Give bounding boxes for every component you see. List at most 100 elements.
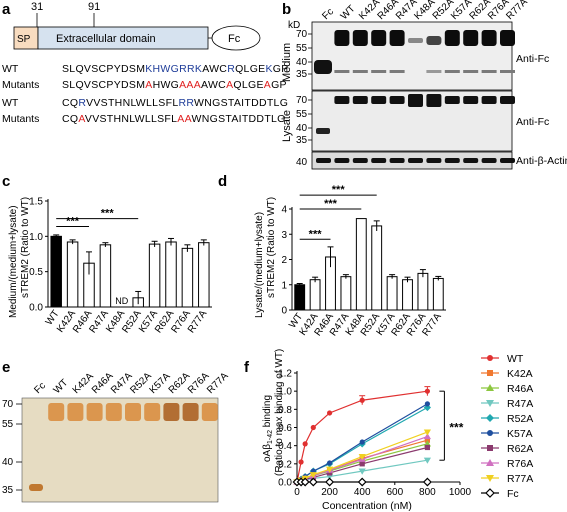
- line-chart-f: 0.0 0.2 0.4 0.6 0.8 1.0 1.2 0 200 400 600 800 1000 **…: [278, 369, 471, 499]
- panel-d-ylabel-1: Lysate/(medium+lysate): [254, 212, 265, 318]
- y-tick-label: 0.6: [278, 423, 292, 434]
- blot-band: [352, 30, 368, 46]
- sig-label: ***: [309, 228, 323, 240]
- sig-label: ***: [101, 208, 115, 220]
- bar: [402, 279, 413, 311]
- seq-row-sequence: CQAVVSTHNLWLLSFLAAWNGSTAITDDTLG: [62, 113, 286, 125]
- panel-c-label: c: [2, 173, 10, 190]
- data-point: [486, 475, 494, 482]
- medium-marker: 70: [296, 29, 308, 40]
- x-tick-label: 600: [386, 487, 403, 498]
- panel-d: d Lysate/(medium+lysate) sTREM2 (Ratio t…: [218, 173, 446, 338]
- bar: [66, 241, 79, 308]
- panel-f-ylabel-1: oAβ1-42 binding: [262, 395, 274, 462]
- bar: [371, 225, 383, 311]
- blot-band: [444, 96, 460, 104]
- anti-fc-label-2: Anti-Fc: [516, 116, 549, 128]
- data-point: [298, 459, 304, 465]
- panel-c-ylabel-1: Medium/(medium+lysate): [8, 205, 19, 318]
- blot-band: [408, 94, 423, 107]
- legend-label: WT: [507, 353, 524, 365]
- bar: [294, 284, 306, 311]
- actin-bands: [316, 158, 515, 163]
- sp-label: SP: [17, 34, 31, 45]
- medium-marker: 35: [296, 69, 308, 80]
- blot-band: [316, 128, 330, 134]
- medium-bands: [314, 30, 515, 74]
- legend-label: R47A: [507, 398, 533, 410]
- gel-band: [182, 403, 199, 421]
- sequence-alignment: WT SLQVSCPYDSMKHWGRRKAWCRQLGEKGP Mutants SL…: [2, 63, 289, 125]
- data-point: [422, 477, 432, 487]
- bar: [50, 235, 62, 308]
- gel-band: [201, 403, 218, 421]
- blot-band: [352, 96, 368, 104]
- blot-band: [444, 70, 460, 73]
- gel-marker: 55: [2, 419, 14, 430]
- data-point: [487, 430, 493, 436]
- x-tick-label: 800: [419, 487, 436, 498]
- data-point: [357, 477, 367, 487]
- medium-marker: 55: [296, 43, 308, 54]
- panel-a: a 31 91 SP Extracellular domain Fc WT SLQ…: [2, 1, 289, 125]
- gel-band: [67, 403, 84, 421]
- gel-band: [86, 403, 103, 421]
- bar: [181, 247, 194, 308]
- blot-band: [352, 158, 368, 163]
- gel-markers: 70 55 40 35: [2, 399, 22, 496]
- gel-bands: [29, 403, 218, 491]
- data-point: [487, 445, 493, 451]
- medium-marker: 40: [296, 57, 308, 68]
- data-point: [325, 477, 335, 487]
- x-tick-label: 200: [321, 487, 338, 498]
- seq-row-label: Mutants: [2, 79, 39, 91]
- anti-fc-label-1: Anti-Fc: [516, 53, 549, 65]
- blot-band: [334, 158, 350, 163]
- legend-label: R52A: [507, 413, 533, 425]
- blot-band: [389, 158, 405, 163]
- bar: [355, 218, 367, 311]
- blot-band: [444, 30, 460, 46]
- gel-band: [163, 403, 180, 421]
- legend-label: Fc: [507, 488, 519, 500]
- data-point: [300, 477, 310, 487]
- blot-band: [463, 30, 479, 46]
- blot-band: [500, 70, 515, 73]
- legend-label: K57A: [507, 428, 533, 440]
- blot-band: [444, 158, 460, 163]
- sig-label: ***: [332, 184, 346, 196]
- blot-band: [463, 96, 479, 104]
- blot-band: [408, 38, 423, 43]
- gel-lane-label: R77A: [205, 370, 231, 396]
- panel-d-label: d: [218, 173, 227, 190]
- legend-label: R46A: [507, 383, 533, 395]
- legend-label: K42A: [507, 368, 533, 380]
- y-tick-label: 1.0: [278, 387, 292, 398]
- seq-row-label: WT: [2, 63, 19, 75]
- x-tick-label: 1000: [449, 487, 472, 498]
- lysate-marker: 35: [296, 135, 308, 146]
- blot-band: [500, 158, 515, 163]
- y-tick-label: 3: [281, 230, 287, 241]
- data-point: [485, 488, 495, 498]
- data-point: [486, 400, 494, 407]
- gel-band: [105, 403, 122, 421]
- blot-band: [500, 96, 515, 104]
- data-point: [486, 414, 494, 422]
- panel-f-ylabel-2: (Ratio to max binding of WT): [274, 349, 285, 476]
- y-tick-label: 1: [281, 280, 287, 291]
- data-point: [327, 470, 333, 476]
- y-tick-label: 0.0: [278, 478, 292, 489]
- panel-f-label: f: [244, 359, 250, 376]
- blot-band: [334, 96, 350, 104]
- seq-row-sequence: SLQVSCPYDSMKHWGRRKAWCRQLGEKGP: [62, 63, 289, 75]
- legend-label: R76A: [507, 458, 533, 470]
- data-point: [487, 355, 493, 361]
- y-tick-label: 1.5: [29, 197, 43, 208]
- blot-band: [408, 158, 423, 163]
- lysate-marker: 40: [296, 123, 308, 134]
- gel-lane-label: K42A: [71, 371, 96, 396]
- bar: [340, 276, 352, 311]
- data-point: [302, 441, 308, 447]
